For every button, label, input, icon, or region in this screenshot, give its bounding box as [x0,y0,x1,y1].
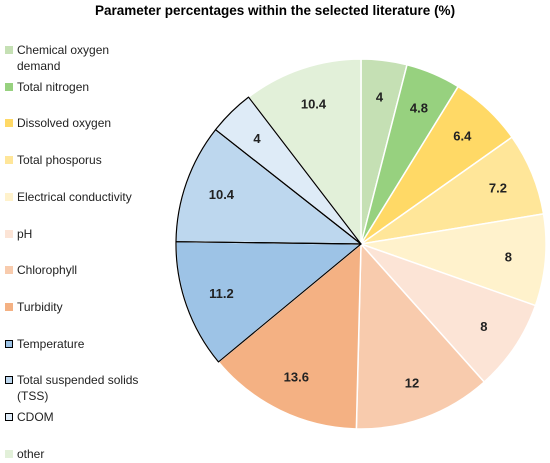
data-label-temperature: 11.2 [209,286,234,301]
data-label-dissolved-oxygen: 6.4 [453,129,472,144]
pie-slice-outline-cdom [214,96,362,245]
legend-swatch [5,229,13,238]
legend-swatch [5,449,13,458]
legend-label: Dissolved oxygen [17,116,112,131]
pie-slice-electrical-conductivity [360,213,547,307]
legend-swatch [5,46,13,54]
data-label-cdom: 4 [253,131,261,146]
legend-label: Total phosporus [17,153,102,168]
legend-swatch [5,156,13,165]
legend-item-ph: pH [5,226,155,242]
legend-item-temperature: Temperature [5,336,155,352]
legend-swatch [5,192,13,201]
data-label-chlorophyll: 12 [405,375,419,390]
legend-item-other: other [5,446,155,462]
legend-swatch [5,376,13,385]
data-label-total-nitrogen: 4.8 [410,100,428,115]
data-label-chemical-oxygen-demand: 4 [376,90,384,105]
legend-swatch [5,302,13,311]
legend-item-chemical-oxygen-demand: Chemical oxygen demand [5,42,155,74]
legend-label: Electrical conductivity [17,189,132,204]
legend-label: CDOM [17,410,54,424]
legend-item-total-nitrogen: Total nitrogen [5,79,155,95]
legend-item-turbidity: Turbidity [5,299,155,315]
legend-label: Total suspended solids (TSS) [17,373,139,404]
legend-swatch [5,82,13,91]
legend-label: Chemical oxygen demand [17,43,110,73]
data-label-total-phosporus: 7.2 [489,180,507,195]
legend-swatch [5,339,13,348]
legend-label: Total nitrogen [17,79,90,94]
legend-item-total-phosporus: Total phosporus [5,152,155,168]
pie-slice-turbidity [217,242,362,430]
legend-item-total-suspended-solids-tss: Total suspended solids (TSS) [5,372,155,404]
legend-label: Turbidity [17,299,63,314]
pie-slice-outline-temperature [175,241,362,363]
legend-swatch [5,266,13,275]
data-label-ph: 8 [480,319,487,334]
data-label-turbidity: 13.6 [284,370,309,385]
legend-label: Chlorophyll [17,263,78,278]
legend-label: Temperature [17,336,85,351]
pie-slice-chlorophyll [355,242,486,430]
legend-item-chlorophyll: Chlorophyll [5,262,155,278]
pie-slice-other [247,58,362,247]
pie-slice-outline-total-suspended-solids-tss [175,129,362,245]
legend-label: other [17,446,45,461]
legend-item-cdom: CDOM [5,409,155,425]
legend-label: pH [17,226,33,241]
legend-swatch [5,413,13,421]
legend-item-electrical-conductivity: Electrical conductivity [5,189,155,205]
chart-title: Parameter percentages within the selecte… [94,3,456,18]
data-label-total-suspended-solids-tss: 10.4 [209,187,235,202]
legend-swatch [5,119,13,128]
legend-item-dissolved-oxygen: Dissolved oxygen [5,115,155,131]
data-label-electrical-conductivity: 8 [505,250,512,265]
pie-slice-ph [360,243,537,384]
data-label-other: 10.4 [301,96,327,111]
